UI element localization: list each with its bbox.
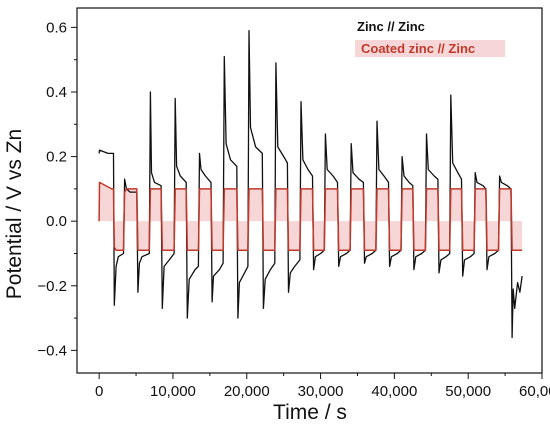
legend-swatch-coated [355, 40, 505, 57]
x-tick-label: 30,000 [298, 383, 344, 400]
y-tick-label: −0.4 [37, 342, 67, 359]
axis-ticks: 0 10,000 20,000 30,000 40,000 50,000 60,000 −0.… [37, 19, 550, 400]
series-line-coated-zinc [98, 181, 523, 252]
legend-item-zinc: Zinc // Zinc [357, 19, 425, 34]
y-axis-title: Potential / V vs Zn [3, 129, 26, 299]
y-tick-label: −0.2 [37, 278, 67, 295]
x-tick-label: 60,000 [519, 383, 550, 400]
coated-fill-area [99, 182, 523, 251]
x-tick-label: 0 [95, 383, 103, 400]
y-tick-label: 0.0 [46, 213, 67, 230]
legend-item-coated: Coated zinc // Zinc [361, 41, 475, 56]
series-line-zinc [98, 29, 523, 339]
plot-frame [76, 7, 543, 374]
y-tick-label: 0.4 [46, 84, 67, 101]
x-tick-label: 20,000 [224, 383, 270, 400]
x-tick-label: 50,000 [445, 383, 491, 400]
y-tick-label: 0.6 [46, 19, 67, 36]
y-tick-label: 0.2 [46, 149, 67, 166]
x-tick-label: 10,000 [150, 383, 196, 400]
x-axis-title: Time / s [273, 401, 347, 424]
legend: Zinc // Zinc Coated zinc // Zinc [355, 19, 505, 57]
series-layer [98, 29, 523, 339]
x-tick-label: 40,000 [371, 383, 417, 400]
coated-zinc-fill-band [99, 182, 523, 251]
